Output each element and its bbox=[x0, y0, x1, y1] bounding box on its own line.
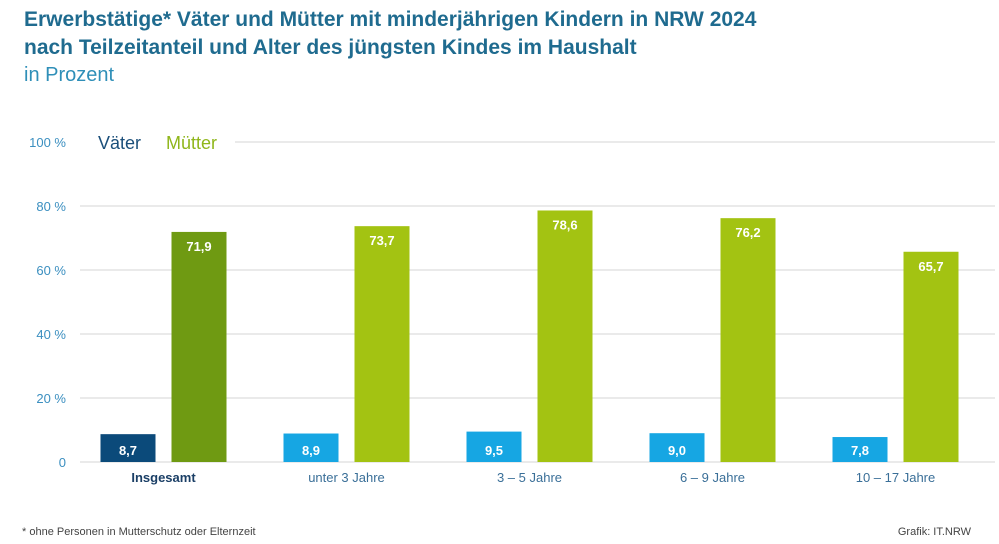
bar-vaeter bbox=[466, 431, 522, 462]
data-label-muetter: 71,9 bbox=[186, 239, 211, 254]
bar-vaeter bbox=[649, 433, 705, 462]
y-tick-label: 80 % bbox=[36, 199, 66, 214]
bar-muetter bbox=[354, 226, 410, 462]
x-tick-label: 10 – 17 Jahre bbox=[856, 470, 936, 485]
bar-vaeter bbox=[832, 437, 888, 462]
data-label-vaeter: 9,5 bbox=[485, 443, 503, 458]
chart-title: Erwerbstätige* Väter und Mütter mit mind… bbox=[24, 6, 756, 62]
legend-muetter: Mütter bbox=[166, 133, 217, 153]
chart-title-line-1: Erwerbstätige* Väter und Mütter mit mind… bbox=[24, 8, 757, 31]
bar-muetter bbox=[537, 210, 593, 462]
data-label-muetter: 65,7 bbox=[918, 259, 943, 274]
data-label-vaeter: 7,8 bbox=[851, 443, 869, 458]
bar-vaeter bbox=[100, 434, 156, 462]
y-tick-label: 0 bbox=[59, 455, 66, 470]
data-label-vaeter: 8,7 bbox=[119, 443, 137, 458]
bar-muetter bbox=[903, 251, 959, 462]
x-tick-label: Insgesamt bbox=[131, 470, 196, 485]
x-tick-label: 3 – 5 Jahre bbox=[497, 470, 562, 485]
chart-subtitle: in Prozent bbox=[24, 64, 115, 86]
x-tick-label: unter 3 Jahre bbox=[308, 470, 385, 485]
source-credit: Grafik: IT.NRW bbox=[897, 526, 971, 538]
data-label-muetter: 78,6 bbox=[552, 217, 577, 232]
y-tick-label: 60 % bbox=[36, 263, 66, 278]
bar-muetter bbox=[720, 218, 776, 462]
legend-vaeter: Väter bbox=[98, 133, 141, 153]
x-tick-label: 6 – 9 Jahre bbox=[680, 470, 745, 485]
footnote: * ohne Personen in Mutterschutz oder Elt… bbox=[22, 526, 256, 538]
data-label-muetter: 76,2 bbox=[735, 225, 760, 240]
data-label-muetter: 73,7 bbox=[369, 233, 394, 248]
data-label-vaeter: 9,0 bbox=[668, 443, 686, 458]
chart-title-line-2: nach Teilzeitanteil und Alter des jüngst… bbox=[24, 36, 637, 59]
y-tick-label: 40 % bbox=[36, 327, 66, 342]
y-tick-label: 100 % bbox=[29, 135, 66, 150]
bar-vaeter bbox=[283, 433, 339, 462]
y-tick-label: 20 % bbox=[36, 391, 66, 406]
bar-muetter bbox=[171, 231, 227, 462]
data-label-vaeter: 8,9 bbox=[302, 443, 320, 458]
